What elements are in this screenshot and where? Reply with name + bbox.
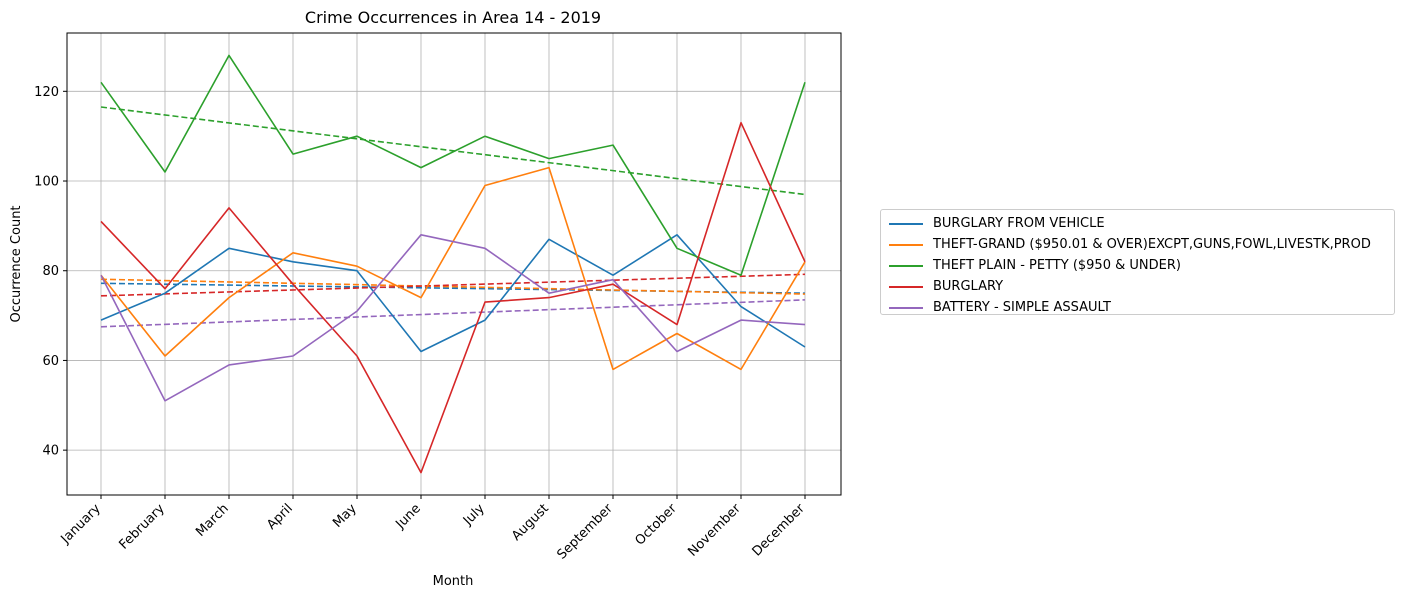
legend-item: BATTERY - SIMPLE ASSAULT [889, 297, 1386, 318]
x-tick-label: April [264, 501, 296, 533]
y-axis-label: Occurrence Count [9, 205, 24, 322]
x-tick-label: September [554, 501, 616, 563]
x-tick-label: November [685, 501, 744, 560]
series-line [100, 234, 806, 353]
legend-item: BURGLARY [889, 276, 1386, 297]
x-tick-label: July [460, 501, 488, 529]
trend-lines [100, 106, 806, 328]
x-tick-label: June [392, 501, 423, 532]
legend-label: BURGLARY FROM VEHICLE [933, 216, 1105, 231]
legend-swatch [889, 306, 923, 309]
y-tick-label: 120 [34, 85, 59, 100]
legend-item: THEFT PLAIN - PETTY ($950 & UNDER) [889, 255, 1386, 276]
legend-swatch [889, 243, 923, 246]
x-tick-label: May [330, 501, 360, 531]
x-tick-label: January [58, 501, 104, 547]
plot-frame [66, 32, 842, 496]
series-line [100, 234, 806, 402]
x-tick-label: October [632, 501, 680, 549]
x-tick-label: December [750, 501, 809, 560]
legend-label: THEFT-GRAND ($950.01 & OVER)EXCPT,GUNS,F… [933, 237, 1371, 252]
y-tick-label: 80 [42, 264, 59, 279]
legend: BURGLARY FROM VEHICLE THEFT-GRAND ($950.… [880, 209, 1395, 315]
y-tick-label: 40 [42, 444, 59, 459]
y-tick-label: 60 [42, 354, 59, 369]
series-line [100, 54, 806, 277]
y-tick-label: 100 [34, 175, 59, 190]
legend-swatch [889, 285, 923, 288]
legend-label: BURGLARY [933, 279, 1004, 294]
x-axis-label: Month [433, 574, 474, 589]
y-axis-ticks: 40 60 80 100 120 [34, 85, 67, 459]
chart-title: Crime Occurrences in Area 14 - 2019 [305, 8, 601, 27]
grid [67, 33, 841, 495]
legend-label: THEFT PLAIN - PETTY ($950 & UNDER) [933, 258, 1181, 273]
trend-line [100, 278, 806, 295]
legend-label: BATTERY - SIMPLE ASSAULT [933, 300, 1111, 315]
x-axis-ticks: January February March April May June July Augu… [58, 495, 809, 563]
legend-item: BURGLARY FROM VEHICLE [889, 213, 1386, 234]
legend-item: THEFT-GRAND ($950.01 & OVER)EXCPT,GUNS,F… [889, 234, 1386, 255]
series-line [100, 166, 806, 371]
trend-line [100, 106, 806, 196]
x-tick-label: August [509, 501, 552, 544]
trend-line [100, 273, 806, 297]
x-tick-label: March [193, 501, 232, 540]
series-line [100, 121, 806, 474]
legend-swatch [889, 222, 923, 225]
x-tick-label: February [116, 501, 168, 553]
trend-line [100, 299, 806, 328]
series-lines [100, 54, 806, 474]
legend-swatch [889, 264, 923, 267]
